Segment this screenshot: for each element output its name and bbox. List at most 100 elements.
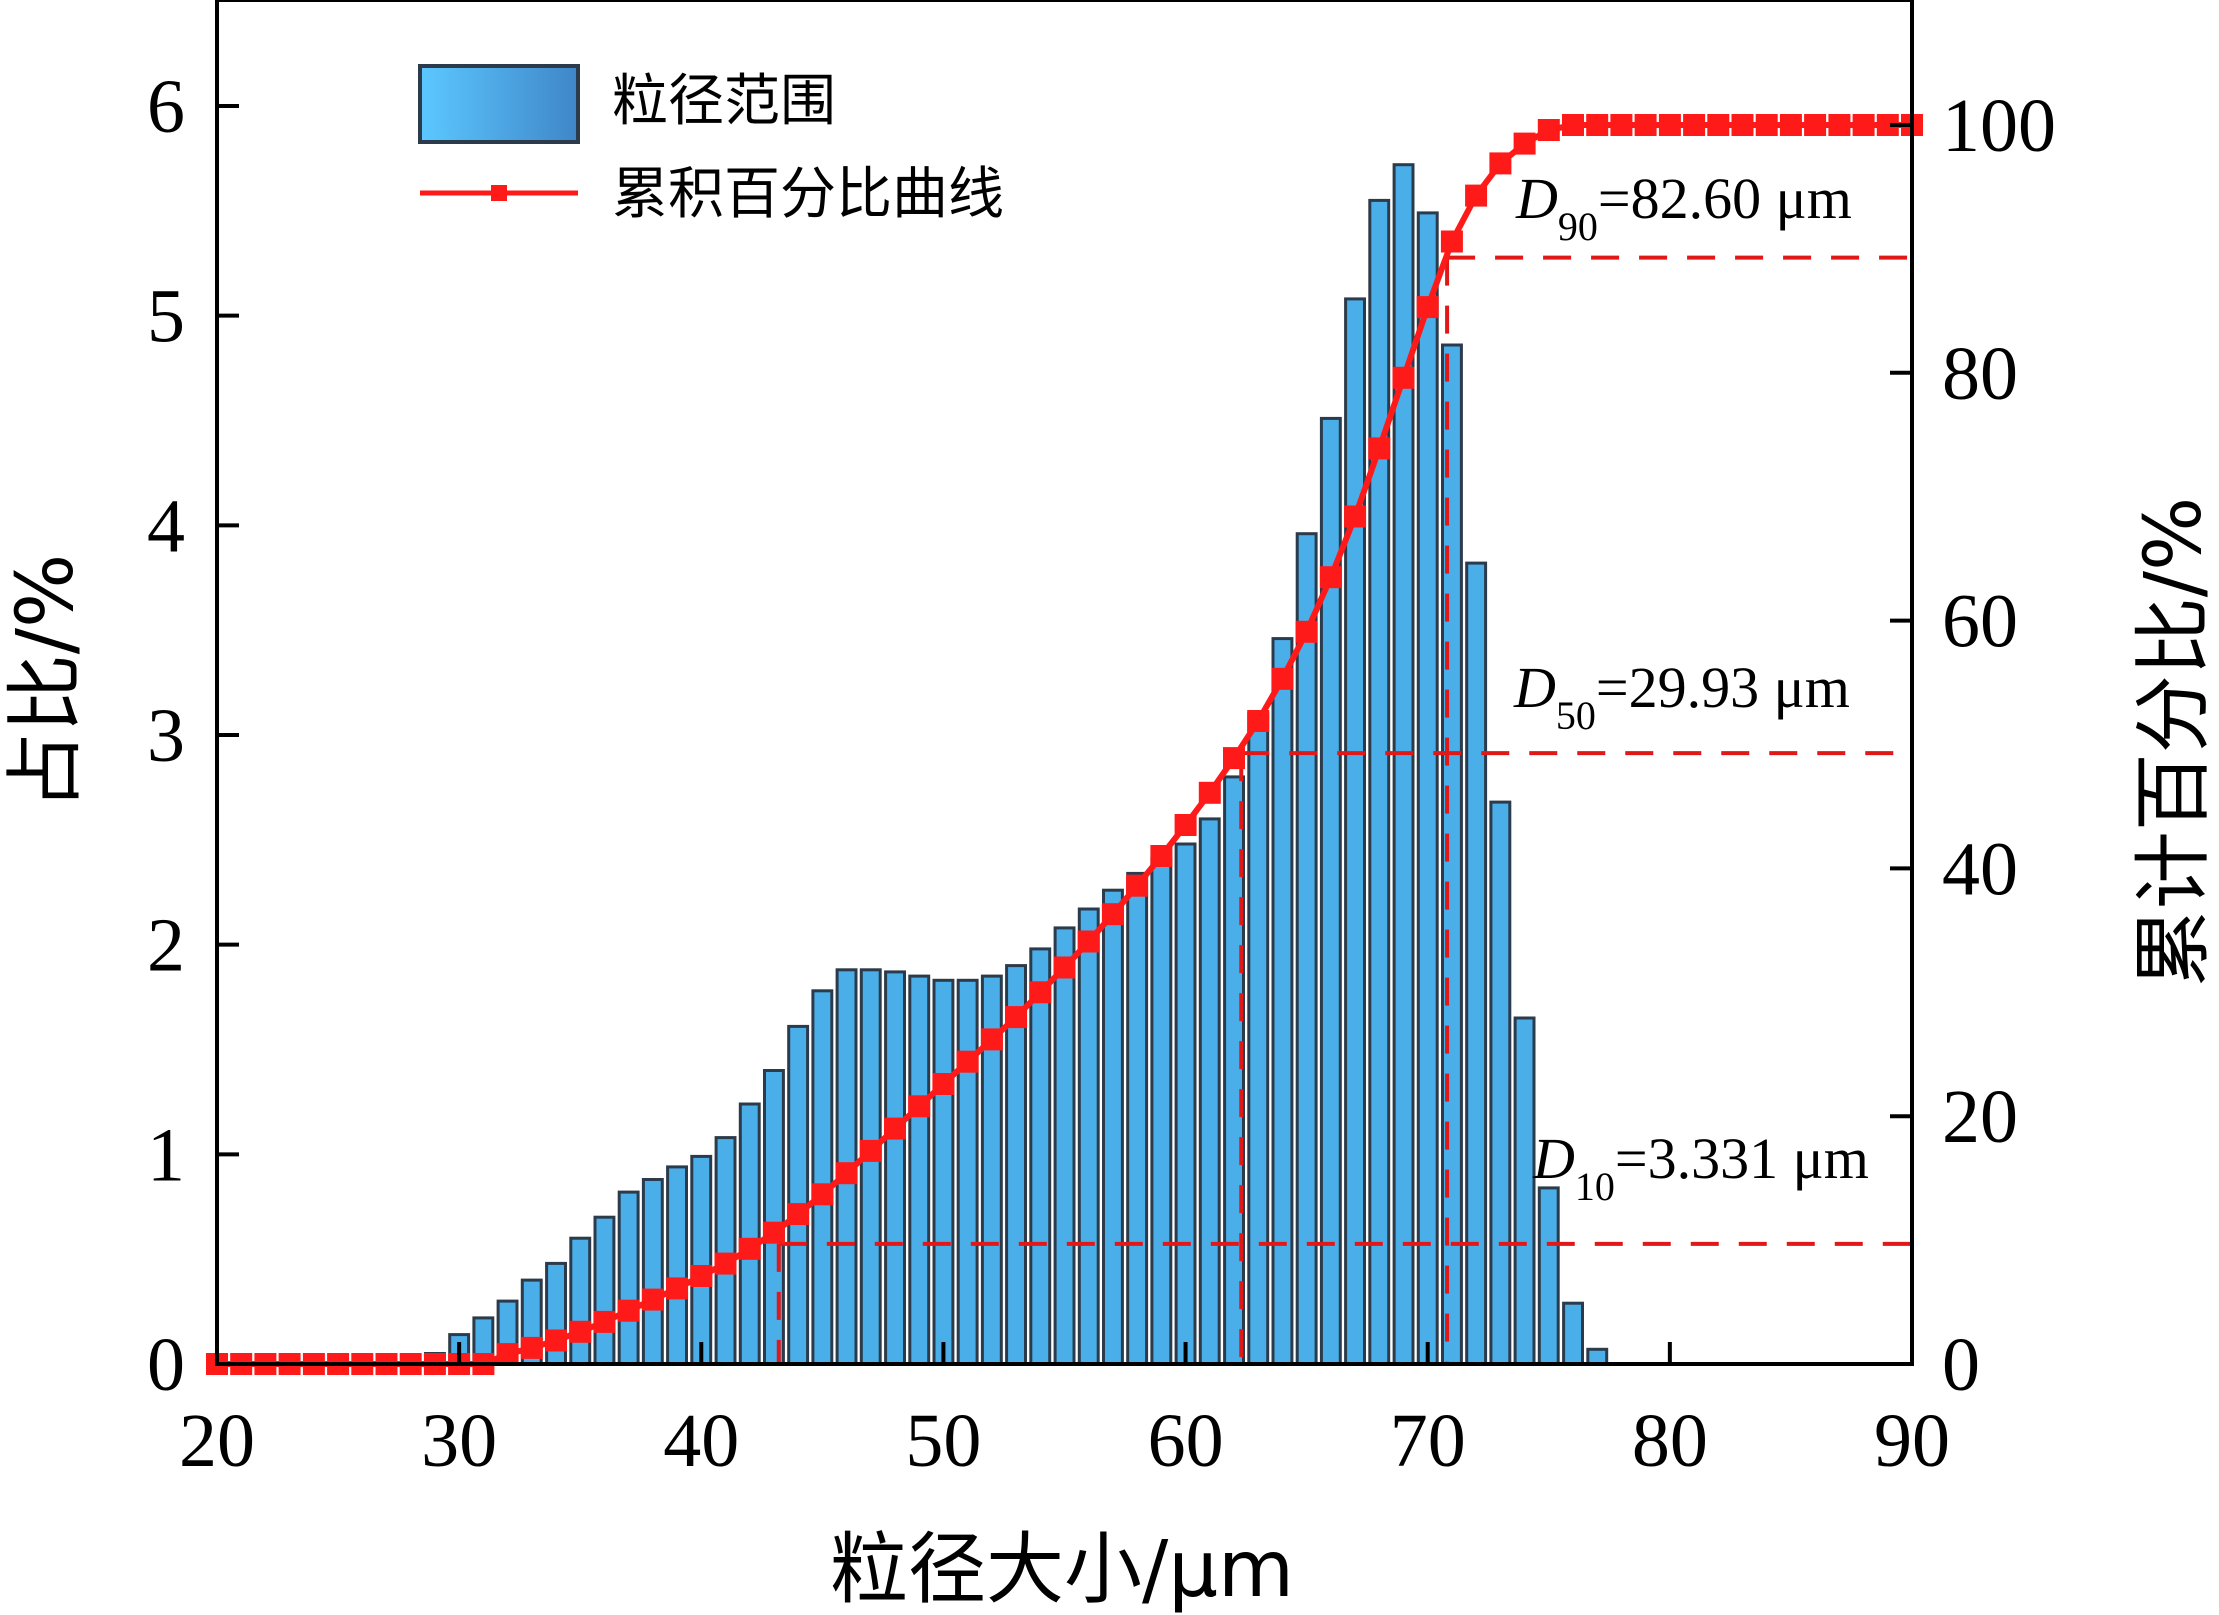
bar (1295, 532, 1318, 1366)
legend-line-marker (491, 185, 507, 201)
annotation-symbol: D (1513, 655, 1556, 720)
bar (1271, 637, 1294, 1366)
legend-bar-label: 粒径范围 (612, 69, 836, 134)
bar (1150, 857, 1173, 1366)
x-tick-label: 30 (421, 1399, 497, 1483)
annotation-symbol: D (1532, 1126, 1575, 1191)
cumulative-point (593, 1310, 616, 1333)
bar (1489, 800, 1512, 1366)
bar (569, 1236, 592, 1366)
cumulative-point (1174, 814, 1197, 836)
cumulative-point (980, 1028, 1003, 1051)
annotation-value: =3.331 μm (1615, 1126, 1869, 1191)
y-axis-right-title: 累计百分比/% (2129, 497, 2219, 987)
cumulative-point (1465, 184, 1488, 207)
bar (908, 974, 931, 1366)
bar (1586, 1347, 1609, 1366)
cumulative-point (690, 1265, 713, 1287)
cumulative-point (1828, 114, 1851, 136)
y-left-tick-label: 2 (147, 904, 185, 988)
bar (1562, 1301, 1584, 1366)
cumulative-point (1731, 114, 1754, 136)
y-right-tick-label: 80 (1942, 332, 2018, 416)
cumulative-point (1562, 114, 1584, 136)
y-left-tick-label: 5 (147, 275, 185, 359)
bar (1247, 712, 1270, 1366)
annotation-subscript: 10 (1575, 1164, 1615, 1209)
cumulative-point (1755, 114, 1778, 136)
bar (1198, 817, 1221, 1366)
bar (1053, 926, 1076, 1366)
bar (714, 1136, 737, 1366)
cumulative-point (1029, 981, 1052, 1004)
annotation-symbol: D (1515, 166, 1558, 231)
cumulative-point (1876, 114, 1899, 136)
bar (1368, 198, 1391, 1366)
cumulative-point (1537, 119, 1560, 141)
bar (738, 1102, 761, 1366)
cumulative-point (932, 1073, 955, 1095)
cumulative-point (1440, 230, 1463, 253)
annotation-value: =82.60 μm (1598, 166, 1852, 231)
cumulative-point (617, 1299, 640, 1322)
x-tick-label: 20 (179, 1399, 255, 1483)
cumulative-point (1198, 781, 1221, 804)
x-axis-title: 粒径大小/μm (830, 1525, 1294, 1615)
cumulative-point (956, 1050, 979, 1073)
cumulative-point (666, 1277, 689, 1300)
cumulative-point (569, 1320, 592, 1343)
y-right-tick-label: 0 (1942, 1323, 1980, 1407)
cumulative-point (1392, 366, 1415, 389)
y-right-tick-label: 20 (1942, 1075, 2018, 1159)
reference-lines-layer (776, 255, 1912, 1364)
cumulative-point (496, 1343, 519, 1366)
annotation-subscript: 50 (1556, 693, 1596, 738)
cumulative-point (1368, 437, 1391, 460)
bar (787, 1024, 810, 1366)
cumulative-point (1610, 114, 1633, 136)
cumulative-point (835, 1162, 858, 1185)
cumulative-point (1707, 114, 1730, 136)
y-axis-left-title: 占比/% (1, 554, 91, 810)
cumulative-point (1779, 114, 1802, 136)
cumulative-point (641, 1288, 664, 1311)
cumulative-point (1005, 1006, 1028, 1029)
x-tick-label: 50 (905, 1399, 981, 1483)
cumulative-point (1271, 667, 1294, 690)
legend: 粒径范围 累积百分比曲线 (418, 64, 1004, 227)
annotation-value: =29.93 μm (1596, 655, 1850, 720)
cumulative-point (1634, 114, 1657, 136)
cumulative-point (738, 1237, 761, 1260)
bar (666, 1165, 688, 1366)
cumulative-point (714, 1252, 737, 1275)
annotation-d50: D50=29.93 μm (1513, 655, 1850, 738)
y-right-tick-label: 60 (1942, 580, 2018, 664)
bar (1077, 907, 1100, 1366)
x-tick-label: 80 (1632, 1399, 1708, 1483)
cumulative-point (1416, 296, 1439, 319)
y-left-tick-label: 0 (147, 1323, 185, 1407)
cumulative-point (1295, 620, 1318, 643)
bar (1126, 871, 1149, 1366)
bar (1392, 163, 1415, 1366)
bar (884, 970, 906, 1366)
bar (1174, 842, 1197, 1366)
x-tick-label: 90 (1874, 1399, 1950, 1483)
y-left-tick-label: 3 (147, 694, 185, 778)
bar (1416, 211, 1439, 1366)
cumulative-point (545, 1329, 567, 1352)
bar (859, 968, 882, 1366)
cumulative-point (1489, 152, 1512, 175)
cumulative-point (1223, 747, 1245, 770)
bar (690, 1154, 713, 1366)
x-tick-label: 40 (663, 1399, 739, 1483)
cumulative-point (859, 1139, 882, 1162)
x-tick-label: 60 (1148, 1399, 1224, 1483)
bar (811, 989, 834, 1366)
cumulative-point (1126, 874, 1149, 897)
bar (641, 1178, 664, 1366)
cumulative-point (1101, 903, 1124, 926)
y-left-tick-label: 6 (147, 65, 185, 149)
